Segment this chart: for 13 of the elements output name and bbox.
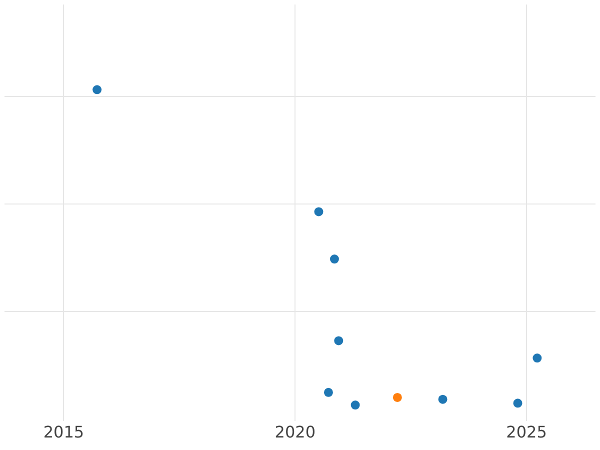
point [314, 207, 324, 216]
point [532, 354, 542, 363]
point [92, 85, 102, 94]
point [350, 400, 360, 410]
point [334, 336, 344, 346]
x-tick-label: 2015 [43, 422, 84, 442]
point [330, 254, 339, 264]
x-tick-label: 2025 [506, 422, 547, 442]
point [392, 392, 402, 402]
x-tick-label: 2020 [274, 422, 316, 442]
point [324, 388, 333, 397]
point [438, 394, 448, 404]
point [513, 398, 522, 408]
